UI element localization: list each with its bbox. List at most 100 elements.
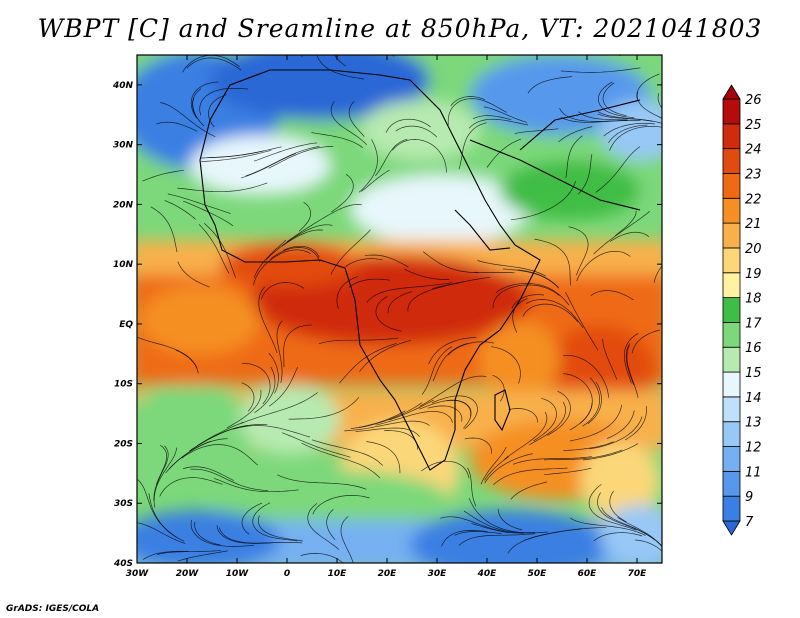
streamline <box>463 510 548 534</box>
streamline <box>601 507 662 548</box>
streamline <box>359 339 411 372</box>
streamline <box>164 200 196 220</box>
streamline <box>484 456 509 481</box>
colorbar-bin <box>722 222 741 249</box>
streamline <box>288 397 360 420</box>
streamline <box>464 437 492 454</box>
streamline <box>624 333 639 384</box>
streamline <box>636 73 660 100</box>
streamline <box>375 295 402 332</box>
colorbar-label: 14 <box>745 391 762 406</box>
streamline <box>387 291 413 313</box>
streamline <box>447 98 507 126</box>
streamline <box>355 427 420 437</box>
streamline <box>492 374 505 402</box>
colorbar-bin <box>722 247 741 274</box>
streamline <box>563 441 614 451</box>
streamline <box>587 382 602 425</box>
streamline <box>486 138 522 168</box>
streamline <box>595 146 641 193</box>
colorbar-bin <box>722 84 741 100</box>
colorbar-label: 7 <box>745 515 754 530</box>
streamline <box>570 517 646 536</box>
streamline <box>533 397 557 442</box>
streamline <box>597 492 655 540</box>
streamline <box>301 442 381 479</box>
streamline <box>253 142 318 162</box>
streamline <box>270 247 321 262</box>
streamline <box>527 76 573 94</box>
lat-tick-label: 30N <box>113 141 134 151</box>
streamline <box>403 268 450 280</box>
streamline <box>634 539 662 552</box>
colorbar-bin <box>722 421 741 447</box>
streamline <box>156 444 168 485</box>
streamline <box>350 410 406 429</box>
lat-tick-label: 10N <box>113 260 134 270</box>
streamline <box>432 342 468 382</box>
streamline <box>558 126 593 143</box>
streamline <box>336 276 359 309</box>
lon-tick-label: 10E <box>328 569 348 579</box>
streamline <box>432 276 491 289</box>
latitude-axis: 40N 30N 20N 10N EQ 10S 20S 30S 40S <box>112 81 662 569</box>
streamline <box>137 336 198 369</box>
streamline <box>427 405 463 422</box>
lon-tick-label: 0 <box>284 569 290 579</box>
streamline <box>366 441 401 474</box>
colorbar-label: 18 <box>745 292 762 307</box>
streamline <box>245 146 320 177</box>
streamline <box>281 229 324 247</box>
streamline <box>491 346 521 384</box>
streamline <box>198 224 230 274</box>
streamline <box>241 502 263 535</box>
streamline <box>511 294 545 309</box>
colorbar-label: 11 <box>745 465 762 480</box>
colorbar-bin <box>722 322 741 348</box>
streamline <box>431 395 478 430</box>
streamline <box>495 283 570 306</box>
streamline <box>260 282 305 300</box>
lat-tick-label: 40N <box>112 81 134 91</box>
streamline <box>471 523 510 533</box>
streamline <box>157 549 221 555</box>
streamline <box>389 399 434 421</box>
streamline <box>597 81 635 119</box>
map-title: WBPT [C] and Sreamline at 850hPa, VT: 20… <box>37 14 763 43</box>
streamline <box>186 57 242 71</box>
streamline <box>392 55 395 57</box>
streamline <box>208 94 227 128</box>
streamline <box>190 468 268 491</box>
streamline <box>657 93 662 109</box>
colorbar-bin <box>722 148 741 174</box>
streamline <box>560 67 641 73</box>
streamline <box>197 421 244 446</box>
colorbar-bin <box>722 173 741 199</box>
streamline <box>316 55 365 80</box>
streamline <box>258 286 278 354</box>
streamline <box>602 82 627 117</box>
streamline <box>192 88 202 120</box>
streamline <box>375 410 453 426</box>
streamline <box>156 121 198 132</box>
streamline <box>467 467 477 507</box>
streamline <box>301 55 303 58</box>
streamline <box>569 404 623 442</box>
streamline <box>150 206 178 253</box>
streamline <box>609 231 650 242</box>
streamline <box>358 402 423 429</box>
streamline <box>483 106 528 123</box>
streamline <box>253 239 287 279</box>
streamline <box>617 517 662 547</box>
streamline <box>199 88 249 116</box>
colorbar-bin <box>722 346 741 373</box>
streamline <box>493 467 568 485</box>
streamline <box>477 260 546 277</box>
lat-tick-label: EQ <box>119 320 133 330</box>
streamline <box>358 139 378 193</box>
colorbar-bin <box>722 297 741 323</box>
streamline <box>281 432 351 458</box>
streamline <box>468 118 529 129</box>
streamline <box>266 224 333 260</box>
streamline <box>593 211 650 255</box>
